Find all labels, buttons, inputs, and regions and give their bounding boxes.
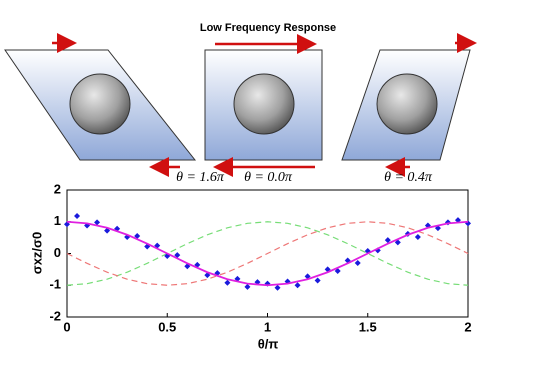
data-point (334, 267, 341, 274)
data-point (394, 239, 401, 246)
sphere (69, 73, 131, 135)
data-point (164, 253, 171, 260)
data-point (314, 277, 321, 284)
dashed-curve (66, 221, 469, 286)
data-point (384, 237, 391, 244)
data-point (294, 282, 301, 289)
data-point (134, 233, 141, 240)
data-point (354, 260, 361, 267)
panel-label: θ = 0.4π (384, 170, 433, 185)
data-point (174, 252, 181, 259)
panel-label: θ = 0.0π (244, 170, 293, 185)
x-tick-label: 2 (464, 319, 471, 334)
data-point (94, 219, 101, 226)
y-tick-label: 0 (54, 245, 61, 260)
plot: 0 0.5 1 1.5 2 -2 -1 0 1 2 (49, 181, 471, 334)
sphere (233, 73, 295, 135)
data-point (414, 233, 421, 240)
x-tick-label: 1 (264, 319, 271, 334)
y-tick-label: 2 (54, 181, 61, 196)
data-point (244, 283, 251, 290)
data-point (74, 213, 81, 220)
sphere (376, 73, 438, 135)
data-point (64, 221, 70, 228)
panels (4, 49, 471, 161)
data-point (274, 284, 281, 291)
dashed-curve (66, 221, 469, 286)
arrows (52, 33, 477, 177)
diagram-title: Low Frequency Response (200, 22, 336, 34)
x-axis-label: θ/π (258, 336, 279, 351)
y-tick-label: -1 (49, 277, 61, 292)
panel-label: θ = 1.6π (176, 170, 225, 185)
x-tick-label: 1.5 (359, 319, 377, 334)
x-tick-label: 0 (63, 319, 70, 334)
x-tick-label: 0.5 (158, 319, 176, 334)
data-point (224, 279, 231, 286)
y-tick-label: -2 (49, 308, 61, 323)
fit-curve (66, 220, 469, 287)
y-tick-label: 1 (54, 213, 61, 228)
y-axis-label: σxz/σ0 (29, 232, 44, 274)
